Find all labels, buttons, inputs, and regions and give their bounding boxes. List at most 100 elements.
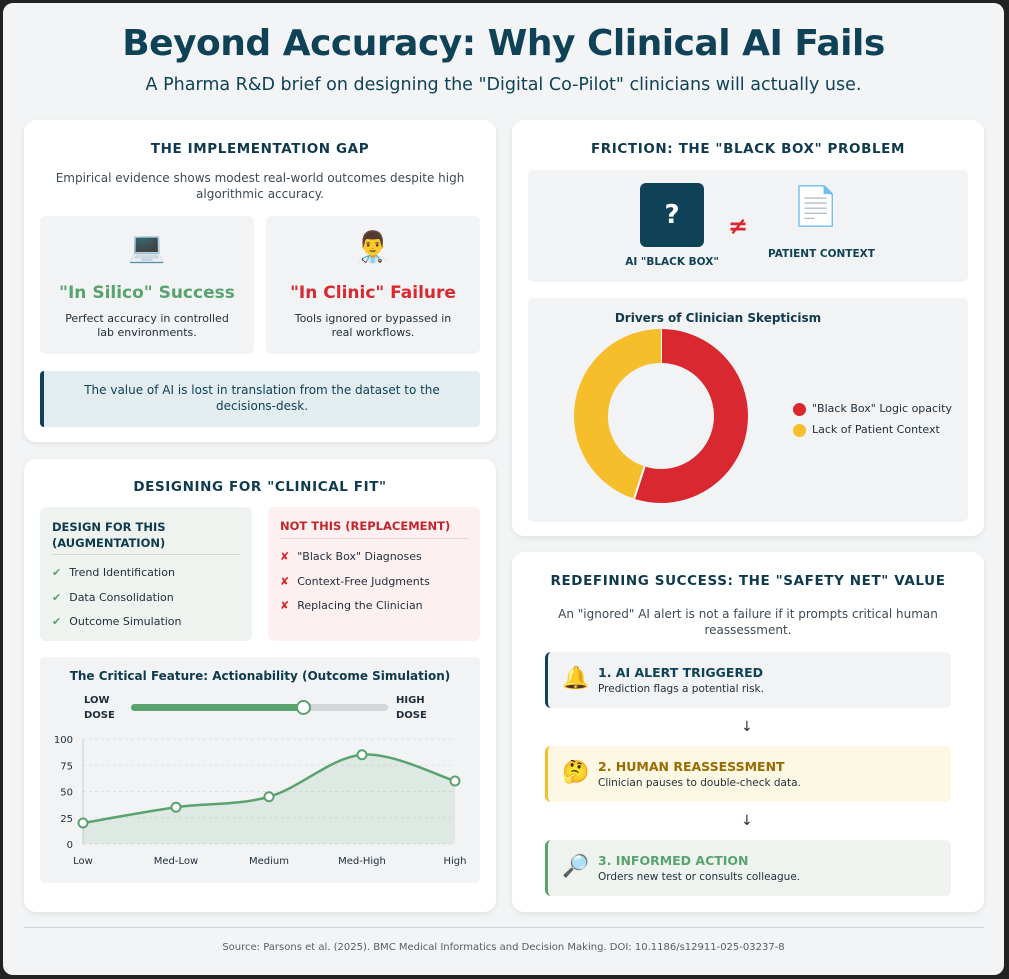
data-point — [170, 801, 182, 813]
replacement-item: ✘ "Black Box" Diagnoses — [280, 550, 422, 563]
donut-slice-1 — [574, 329, 662, 499]
step-alert-desc: Prediction flags a potential risk. — [598, 683, 764, 695]
footer-divider — [24, 927, 984, 928]
replacement-panel: NOT THIS (REPLACEMENT) — [268, 507, 480, 641]
augmentation-divider — [52, 554, 240, 555]
footer-source: Source: Parsons et al. (2025). BMC Medic… — [222, 942, 785, 953]
donut-slice-0 — [634, 329, 748, 503]
in-clinic-desc: Tools ignored or bypassed in real workfl… — [294, 312, 452, 339]
skepticism-chart-title: Drivers of Clinician Skepticism — [614, 311, 822, 325]
gap-callout-text: The value of AI is lost in translation f… — [84, 383, 440, 413]
implementation-gap-title: THE IMPLEMENTATION GAP — [150, 141, 370, 157]
y-tick-label: 25 — [60, 814, 73, 825]
donut-separator — [633, 466, 646, 500]
page-title: Beyond Accuracy: Why Clinical AI Fails — [122, 23, 885, 64]
y-tick-label: 100 — [54, 735, 73, 746]
step-reassessment-heading: 2. HUMAN REASSESSMENT — [598, 759, 785, 774]
augmentation-item: ✔ Outcome Simulation — [52, 615, 182, 628]
data-point — [356, 749, 368, 761]
safety-net-title: REDEFINING SUCCESS: THE "SAFETY NET" VAL… — [550, 573, 946, 589]
step-alert: 🔔 1. AI ALERT TRIGGERED Prediction flags… — [545, 652, 951, 708]
in-silico-heading: "In Silico" Success — [59, 283, 235, 303]
data-point — [77, 817, 89, 829]
black-box-label: AI "BLACK BOX" — [625, 256, 719, 268]
patient-context-label: PATIENT CONTEXT — [768, 248, 875, 260]
in-silico-panel: 💻 "In Silico" Success Perfect accuracy i… — [40, 216, 254, 354]
augmentation-title: DESIGN FOR THIS (AUGMENTATION) — [52, 520, 166, 550]
replacement-label: Replacing the Clinician — [297, 599, 423, 612]
actionability-title: The Critical Feature: Actionability (Out… — [69, 669, 451, 683]
not-equal-icon: ≠ — [728, 212, 749, 240]
friction-card: FRICTION: THE "BLACK BOX" PROBLEM ? AI "… — [512, 120, 984, 536]
replacement-item: ✘ Context-Free Judgments — [280, 575, 430, 588]
replacement-item: ✘ Replacing the Clinician — [280, 599, 423, 612]
augmentation-item: ✔ Trend Identification — [52, 566, 175, 579]
legend-label-context: Lack of Patient Context — [812, 423, 940, 436]
bell-icon: 🔔 — [562, 666, 590, 691]
friction-title: FRICTION: THE "BLACK BOX" PROBLEM — [590, 141, 906, 157]
step-reassessment: 🤔 2. HUMAN REASSESSMENT Clinician pauses… — [545, 746, 951, 802]
dose-slider-fill — [131, 704, 304, 711]
in-clinic-heading: "In Clinic" Failure — [290, 283, 456, 303]
step-action-heading: 3. INFORMED ACTION — [598, 853, 749, 868]
check-icon: ✔ — [52, 590, 62, 604]
in-silico-desc: Perfect accuracy in controlled lab envir… — [65, 312, 229, 339]
legend-label-opacity: "Black Box" Logic opacity — [812, 402, 952, 415]
step-action-desc: Orders new test or consults colleague. — [598, 871, 801, 883]
doctor-icon: 👨‍⚕️ — [354, 230, 392, 265]
high-dose-label: HIGH DOSE — [396, 695, 427, 721]
check-icon: ✔ — [52, 566, 62, 579]
clinical-fit-card: DESIGNING FOR "CLINICAL FIT" DESIGN FOR … — [24, 459, 496, 912]
x-tick-label: Medium — [249, 856, 289, 867]
implementation-gap-card: THE IMPLEMENTATION GAP Empirical evidenc… — [24, 120, 496, 442]
dose-slider-track[interactable] — [131, 700, 388, 715]
replacement-label: Context-Free Judgments — [297, 574, 430, 588]
arrow-down-icon: ↓ — [741, 719, 753, 735]
replacement-divider — [280, 538, 468, 539]
x-tick-label: High — [444, 856, 467, 867]
data-point — [263, 791, 275, 803]
actionability-chart: 0 25 50 75 100 Low Med-Low Medium Med-High High — [54, 735, 467, 867]
black-box-panel: ? AI "BLACK BOX" ≠ 📄 PATIENT CONTEXT — [528, 170, 968, 282]
skepticism-donut-chart — [574, 329, 748, 503]
arrow-down-icon: ↓ — [741, 813, 753, 829]
page-subtitle: A Pharma R&D brief on designing the "Dig… — [145, 75, 862, 95]
y-tick-label: 0 — [67, 840, 73, 851]
replacement-label: "Black Box" Diagnoses — [297, 550, 422, 563]
replacement-title: NOT THIS (REPLACEMENT) — [280, 519, 451, 533]
cross-icon: ✘ — [280, 574, 290, 588]
y-tick-label: 50 — [60, 788, 73, 799]
low-dose-label: LOW DOSE — [84, 695, 115, 721]
cross-icon: ✘ — [280, 599, 290, 612]
data-point — [449, 775, 461, 787]
x-tick-label: Med-Low — [154, 856, 198, 867]
augmentation-item: ✔ Data Consolidation — [52, 591, 174, 604]
x-tick-label: Low — [73, 856, 93, 867]
dose-slider-handle[interactable] — [296, 700, 312, 715]
question-mark: ? — [664, 200, 680, 230]
y-tick-label: 75 — [60, 761, 73, 772]
black-box-icon: ? — [640, 183, 704, 247]
actionability-panel: The Critical Feature: Actionability (Out… — [40, 657, 480, 883]
document-icon: 📄 — [792, 184, 840, 228]
augmentation-label: Data Consolidation — [69, 590, 174, 604]
legend-item-context: Lack of Patient Context — [793, 423, 940, 437]
safety-net-intro: An "ignored" AI alert is not a failure i… — [558, 607, 938, 637]
augmentation-panel: DESIGN FOR THIS (AUGMENTATION) — [40, 507, 252, 641]
magnifier-icon: 🔎 — [562, 854, 590, 879]
infographic: Beyond Accuracy: Why Clinical AI Fails A… — [3, 3, 1004, 975]
legend-item-opacity: "Black Box" Logic opacity — [793, 402, 952, 416]
in-clinic-panel: 👨‍⚕️ "In Clinic" Failure Tools ignored o… — [266, 216, 480, 354]
gap-callout: The value of AI is lost in translation f… — [40, 371, 480, 427]
step-action: 🔎 3. INFORMED ACTION Orders new test or … — [545, 840, 951, 896]
thinking-face-icon: 🤔 — [562, 760, 590, 785]
laptop-icon: 💻 — [128, 230, 166, 265]
step-reassessment-desc: Clinician pauses to double-check data. — [598, 777, 801, 789]
augmentation-label: Trend Identification — [69, 566, 175, 579]
clinical-fit-title: DESIGNING FOR "CLINICAL FIT" — [133, 479, 387, 495]
skepticism-panel: Drivers of Clinician Skepticism "Black B… — [528, 298, 968, 522]
legend-swatch-yellow — [793, 423, 806, 437]
legend-swatch-red — [793, 402, 806, 416]
step-alert-heading: 1. AI ALERT TRIGGERED — [598, 665, 763, 680]
check-icon: ✔ — [52, 615, 62, 628]
